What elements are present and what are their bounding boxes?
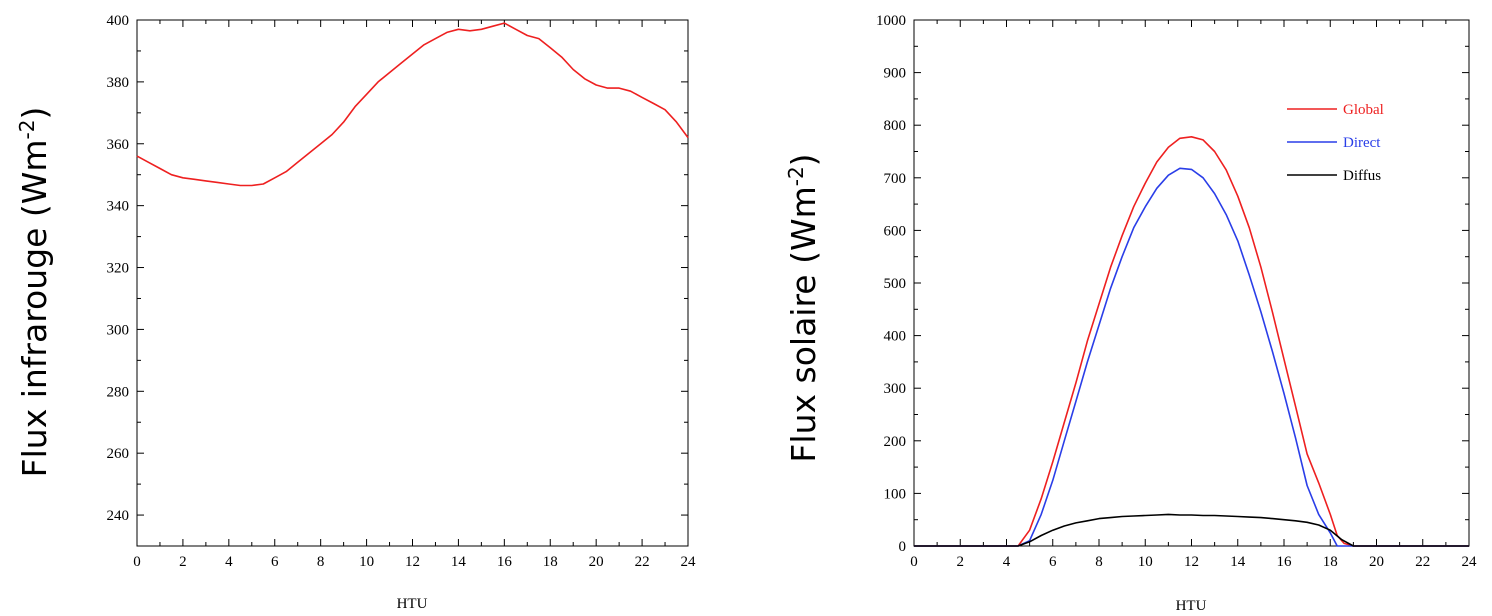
x-tick-label: 10 (359, 554, 374, 570)
y-tick-label: 700 (884, 171, 907, 187)
y-tick-label: 400 (884, 329, 907, 345)
legend-label: Direct (1343, 135, 1381, 151)
y-tick-label: 600 (884, 223, 907, 239)
solar-flux-chart: 0 2 4 6 8 10 12 14 16 18 20 22 240100200300400500600… (784, 13, 1477, 614)
x-tick-label: 4 (225, 554, 233, 570)
x-tick-label: 18 (543, 554, 558, 570)
series-line-1 (136, 22, 689, 187)
y-tick-label: 380 (107, 75, 130, 91)
y-tick-label: 100 (884, 486, 907, 502)
series-line-diffus (914, 513, 1469, 547)
y-tick-label: 300 (884, 381, 907, 397)
x-tick-label: 24 (681, 554, 697, 570)
y-tick-label: 1000 (876, 13, 906, 29)
x-tick-label: 0 (133, 554, 141, 570)
y-tick-label: 280 (107, 384, 130, 400)
tick-group: 0 2 4 6 8 10 12 14 16 18 20 22 240100200300400500600… (876, 13, 1477, 570)
x-tick-label: 14 (451, 554, 467, 570)
x-tick-label: 24 (1462, 554, 1478, 570)
y-tick-label: 300 (107, 322, 130, 338)
x-tick-label: 4 (1003, 554, 1011, 570)
series-group (914, 136, 1469, 547)
series-line-direct (914, 167, 1469, 547)
x-tick-label: 2 (957, 554, 965, 570)
x-tick-label: 8 (317, 554, 325, 570)
plot-frame (136, 19, 689, 547)
x-tick-label: 2 (179, 554, 187, 570)
x-tick-label: 6 (1049, 554, 1057, 570)
x-tick-label: 6 (271, 554, 279, 570)
x-tick-label: 10 (1138, 554, 1153, 570)
y-tick-label: 500 (884, 276, 907, 292)
y-tick-label: 240 (107, 508, 130, 524)
infrared-flux-chart: 0 2 4 6 8 10 12 14 16 18 20 22 242402602803003203403… (15, 13, 696, 612)
x-axis-title: HTU (1176, 598, 1207, 614)
y-tick-label: 320 (107, 261, 130, 277)
x-tick-label: 20 (589, 554, 604, 570)
y-tick-label: 800 (884, 118, 907, 134)
y-tick-label: 260 (107, 446, 130, 462)
x-tick-label: 12 (405, 554, 420, 570)
legend-label: Global (1343, 102, 1384, 118)
x-tick-label: 8 (1095, 554, 1103, 570)
y-tick-label: 900 (884, 66, 907, 82)
plot-frame (913, 19, 1470, 547)
x-tick-label: 22 (635, 554, 650, 570)
x-tick-label: 16 (497, 554, 513, 570)
x-axis-title: HTU (397, 596, 428, 612)
y-axis-title: Flux infrarouge (Wm-2) (15, 107, 54, 478)
x-tick-label: 18 (1323, 554, 1338, 570)
legend: Global Direct Diffus (1287, 102, 1384, 184)
x-tick-label: 22 (1415, 554, 1430, 570)
x-tick-label: 0 (910, 554, 918, 570)
series-group (136, 22, 689, 187)
x-tick-label: 12 (1184, 554, 1199, 570)
y-tick-label: 400 (107, 13, 130, 29)
y-axis-title: Flux solaire (Wm-2) (784, 153, 823, 462)
x-tick-label: 14 (1230, 554, 1246, 570)
y-tick-label: 200 (884, 434, 907, 450)
x-tick-label: 16 (1277, 554, 1293, 570)
series-line-global (914, 136, 1469, 547)
tick-group: 0 2 4 6 8 10 12 14 16 18 20 22 242402602803003203403… (107, 13, 697, 570)
y-tick-label: 0 (899, 539, 907, 555)
x-tick-label: 20 (1369, 554, 1384, 570)
legend-label: Diffus (1343, 168, 1381, 184)
y-tick-label: 340 (107, 199, 130, 215)
y-tick-label: 360 (107, 137, 130, 153)
